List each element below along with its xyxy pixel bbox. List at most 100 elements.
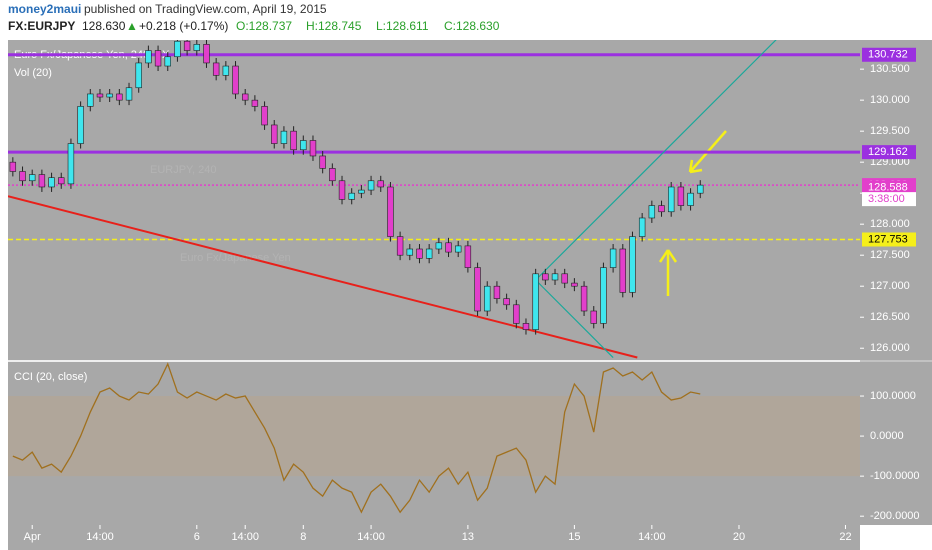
candle-body xyxy=(493,285,501,299)
trendline xyxy=(8,195,638,359)
candle-body xyxy=(290,130,297,151)
level-label: 127.753 xyxy=(868,233,908,245)
x-tick-label: 14:00 xyxy=(638,531,666,543)
y-tick-label: 128.000 xyxy=(870,218,910,230)
candle-body xyxy=(183,40,191,51)
candle-body xyxy=(28,174,36,182)
candle-body xyxy=(9,161,17,172)
candle-body xyxy=(338,180,346,200)
price-tag xyxy=(862,180,916,195)
y-tick-label: 126.500 xyxy=(870,311,910,323)
candle-body xyxy=(232,65,239,95)
price-pane xyxy=(8,40,860,360)
x-tick-label: 22 xyxy=(839,531,851,543)
countdown: 3:38:00 xyxy=(868,193,905,205)
symbol: FX:EURJPY xyxy=(8,19,75,33)
candle-body xyxy=(116,93,123,101)
cci-pane xyxy=(8,362,860,525)
change-arrow: ▲ xyxy=(126,19,138,33)
x-tick-label: 14:00 xyxy=(231,531,259,543)
candle-body xyxy=(464,245,472,268)
candle-body xyxy=(406,248,413,256)
yellow-arrows xyxy=(658,130,727,296)
candle-body xyxy=(474,267,481,312)
candle-body xyxy=(513,304,520,324)
candle-body xyxy=(309,140,317,157)
candle-body xyxy=(58,177,65,185)
x-tick-label: 6 xyxy=(194,531,200,543)
candle-body xyxy=(609,248,617,268)
x-tick-label: 13 xyxy=(462,531,474,543)
candle-body xyxy=(600,267,607,324)
candle-body xyxy=(251,99,259,107)
candle-body xyxy=(358,189,365,194)
candle-body xyxy=(648,205,656,219)
price-axis xyxy=(860,40,932,525)
candle-body xyxy=(77,106,84,144)
trendline xyxy=(535,40,777,281)
y-tick-label: 130.000 xyxy=(870,94,910,106)
y-tick-label: -200.0000 xyxy=(870,510,920,522)
y-tick-label: -100.0000 xyxy=(870,470,920,482)
candle-body xyxy=(377,180,384,188)
author: money2maui xyxy=(8,2,81,16)
candle-body xyxy=(19,171,26,182)
candle-body xyxy=(561,273,568,284)
candle-body xyxy=(319,155,326,169)
candle-body xyxy=(125,87,133,101)
level-label: 130.732 xyxy=(868,49,908,61)
watermark: EURJPY, 240 xyxy=(150,164,216,176)
x-tick-label: Apr xyxy=(24,531,41,543)
y-tick-label: 130.500 xyxy=(870,63,910,75)
candle-body xyxy=(619,248,627,293)
candle-body xyxy=(174,40,181,58)
candle-body xyxy=(67,143,75,185)
candle-body xyxy=(329,168,336,182)
candle-body xyxy=(261,106,268,126)
x-tick-label: 20 xyxy=(733,531,745,543)
candle-body xyxy=(48,177,55,188)
candle-body xyxy=(212,62,220,76)
candle-body xyxy=(638,217,646,237)
time-axis xyxy=(8,525,860,550)
candle-body xyxy=(396,236,404,256)
y-tick-label: 100.0000 xyxy=(870,390,916,402)
candle-body xyxy=(96,93,104,98)
candle-body xyxy=(697,184,704,194)
level-tag xyxy=(862,145,916,160)
candle-body xyxy=(367,180,375,191)
change: +0.218 (+0.17%) xyxy=(139,19,228,33)
candle-body xyxy=(154,50,162,67)
candle-body xyxy=(387,186,394,237)
arrow xyxy=(658,249,678,296)
candle-body xyxy=(271,124,278,144)
close: C:128.630 xyxy=(444,19,500,33)
y-tick-label: 129.500 xyxy=(870,125,910,137)
candle-body xyxy=(522,323,530,330)
candle-body xyxy=(38,174,46,188)
candle-body xyxy=(629,236,636,293)
x-tick-label: 15 xyxy=(568,531,580,543)
candle-body xyxy=(164,56,171,67)
candle-body xyxy=(280,130,288,144)
candle-body xyxy=(551,273,559,281)
candle-body xyxy=(532,273,539,330)
candle-body xyxy=(503,298,510,306)
candle-body xyxy=(484,285,491,312)
candle-body xyxy=(542,273,549,281)
candle-body xyxy=(145,50,152,64)
candle-body xyxy=(425,248,433,259)
plot: 126.000 126.500 127.000 127.500 128.000 128.5… xyxy=(8,40,920,543)
y-tick-label: 127.000 xyxy=(870,280,910,292)
price-tag-label: 128.588 xyxy=(868,182,908,194)
candle-body xyxy=(87,93,94,107)
y-tick-label: 0.0000 xyxy=(870,430,904,442)
cci-band xyxy=(8,396,860,477)
candle-body xyxy=(571,282,578,287)
candle-body xyxy=(677,186,685,206)
candle-body xyxy=(590,310,597,324)
candle-body xyxy=(193,44,201,51)
candle-body xyxy=(580,285,588,312)
x-tick-label: 14:00 xyxy=(357,531,385,543)
trendline xyxy=(535,279,614,358)
